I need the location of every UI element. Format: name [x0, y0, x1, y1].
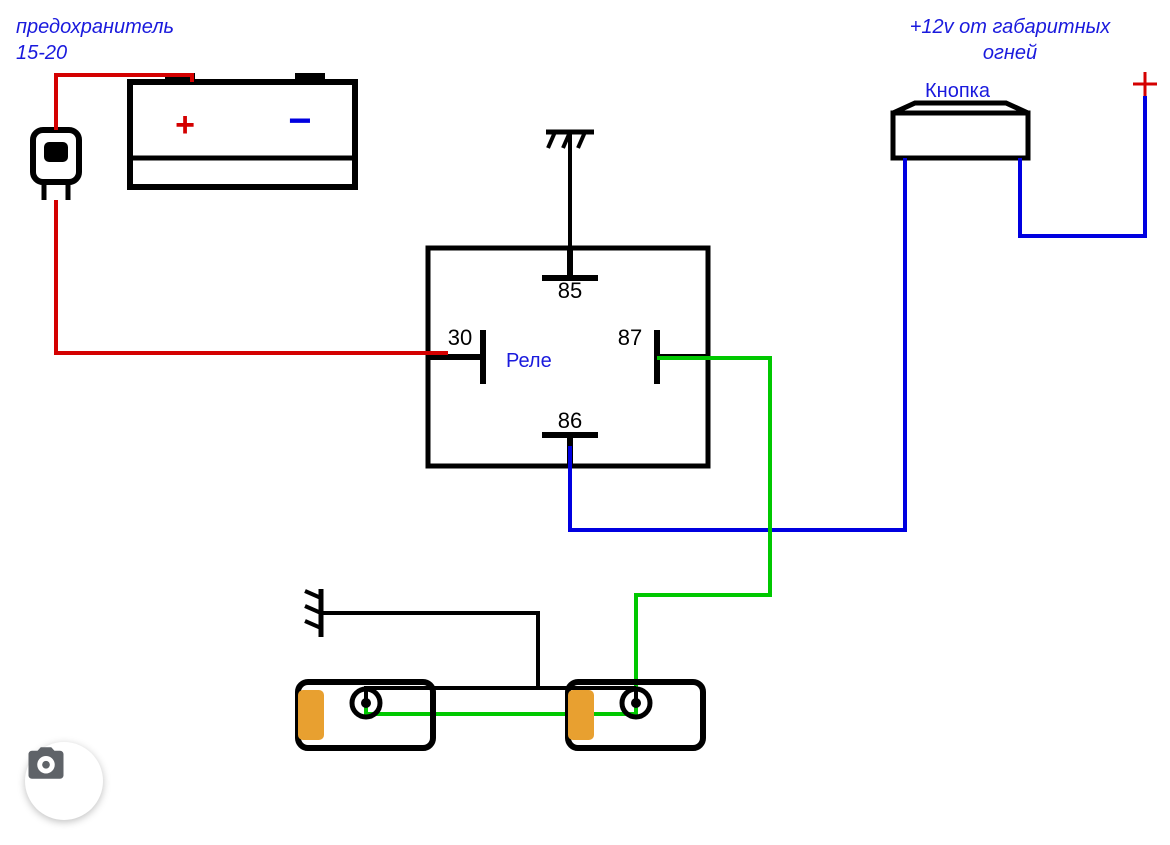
switch-button-icon: [893, 103, 1028, 158]
wiring-diagram: + −: [0, 0, 1170, 845]
battery-minus: −: [288, 99, 311, 143]
battery-icon: [130, 73, 355, 187]
wire-red: [56, 75, 448, 353]
lens-search-button[interactable]: [25, 742, 103, 820]
relay-label: Реле: [506, 348, 552, 374]
relay-pin-85: 85: [558, 278, 582, 303]
button-label: Кнопка: [925, 78, 990, 104]
wire-black: [321, 132, 636, 703]
relay-pin-86: 86: [558, 408, 582, 433]
camera-lens-icon: [25, 742, 67, 784]
battery-plus: +: [175, 106, 195, 144]
power-plus-icon: [1133, 72, 1157, 96]
power-label-1: +12v от габаритных: [870, 14, 1150, 40]
fuse-label-2: 15-20: [16, 40, 67, 66]
relay-pin-87: 87: [618, 325, 642, 350]
fuse-label-1: предохранитель: [16, 14, 174, 40]
fuse-icon: [33, 130, 79, 200]
power-label-2: огней: [870, 40, 1150, 66]
ground-left-icon: [305, 589, 321, 637]
relay-pin-30: 30: [448, 325, 472, 350]
